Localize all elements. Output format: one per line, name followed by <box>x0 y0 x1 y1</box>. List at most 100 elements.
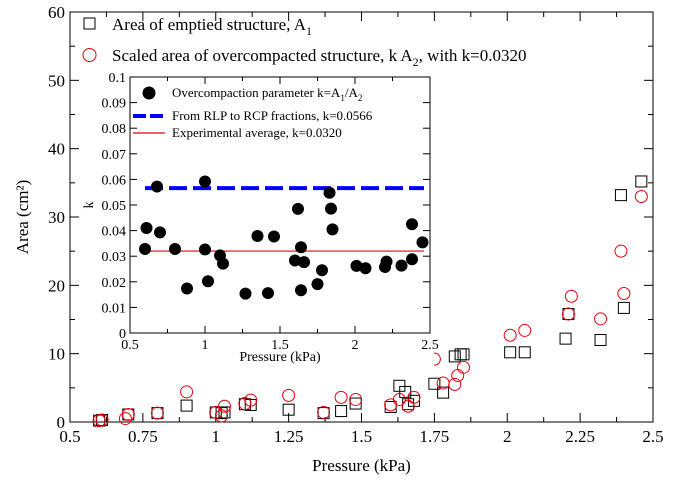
k-data-point <box>350 259 363 272</box>
main-x-tick-label: 1.25 <box>274 427 304 446</box>
inset-chart: 0.5 1 1.5 2 2.5 0 0.01 0.02 0.03 0.04 0.05 0.06 0.07… <box>82 71 439 373</box>
legend-circle-marker <box>82 48 97 62</box>
main-x-tick-label: 2.25 <box>565 427 595 446</box>
circle-marker <box>215 409 229 423</box>
inset-y-tick-label: 0.05 <box>102 199 127 214</box>
inset-y-tick-label: 0.07 <box>102 148 127 163</box>
circle-marker <box>448 377 462 391</box>
square-marker <box>594 334 607 346</box>
square-marker <box>457 348 470 361</box>
inset-y-tick-label: 0.04 <box>102 225 127 240</box>
main-y-tick-label: 0 <box>57 413 66 432</box>
circle-marker <box>617 287 631 301</box>
main-x-tick-label: 2.5 <box>642 427 663 446</box>
circle-marker <box>518 323 532 337</box>
square-marker <box>562 308 575 321</box>
k-data-point <box>406 218 418 231</box>
k-data-point <box>139 243 151 256</box>
inset-y-tick-label: 0.03 <box>102 250 127 265</box>
k-data-point <box>395 259 408 272</box>
circle-marker <box>407 390 421 404</box>
k-data-point <box>199 175 211 188</box>
main-x-axis-label: Pressure (kPa) <box>312 456 411 475</box>
circle-marker <box>634 190 648 203</box>
inset-y-axis-label: k <box>82 202 97 209</box>
circle-marker <box>564 289 578 303</box>
inset-y-tick-label: 0 <box>119 327 126 342</box>
legend-label-text: Scaled area of overcompacted structure, … <box>112 46 413 65</box>
inset-background <box>82 75 434 373</box>
square-marker <box>218 406 231 419</box>
square-marker <box>151 407 164 420</box>
square-marker <box>349 397 362 410</box>
k-data-point <box>295 284 307 297</box>
main-y-tick-label: 50 <box>48 71 65 90</box>
k-data-point <box>140 222 153 235</box>
inset-y-tick-label: 0.06 <box>102 173 127 188</box>
square-marker <box>617 301 630 314</box>
circle-marker <box>614 244 628 258</box>
circle-marker <box>349 392 363 406</box>
circle-marker <box>561 307 575 321</box>
k-data-point <box>323 186 336 199</box>
main-x-tick-label: 1.75 <box>420 427 450 446</box>
inset-legend-text-mid: /A <box>345 85 359 100</box>
k-data-point <box>151 180 163 193</box>
main-x-tick-label: 0.75 <box>128 427 158 446</box>
k-data-point <box>169 243 181 256</box>
circle-marker <box>244 393 258 407</box>
square-marker <box>96 413 109 426</box>
k-data-point <box>380 255 393 268</box>
square-marker <box>428 377 441 390</box>
square-marker <box>635 175 648 188</box>
main-y-tick-label: 10 <box>48 345 65 364</box>
inset-y-tick-label: 0.08 <box>102 122 127 137</box>
circle-marker <box>217 399 231 413</box>
inset-legend-dot <box>142 86 156 100</box>
square-marker <box>437 386 450 399</box>
inset-legend-subscript: 1 <box>340 93 345 103</box>
circle-marker <box>384 398 398 412</box>
legend-square-marker <box>83 17 96 30</box>
inset-y-tick-label: 0.09 <box>102 97 127 112</box>
inset-y-tick-label: 0.01 <box>102 301 127 316</box>
circle-marker <box>118 412 132 426</box>
legend-label-subscript: 1 <box>306 24 312 38</box>
legend-label-text: Area of emptied structure, A <box>112 15 307 34</box>
k-data-point <box>217 257 229 270</box>
k-data-point <box>298 256 310 269</box>
k-data-point <box>416 236 429 249</box>
k-data-point <box>181 282 193 295</box>
square-marker <box>244 398 257 411</box>
k-data-point <box>311 278 324 291</box>
main-x-tick-label: 1.5 <box>351 427 372 446</box>
circle-marker <box>401 399 415 413</box>
k-data-point <box>268 230 280 243</box>
main-y-tick-label: 40 <box>48 140 65 159</box>
legend-label-subscript: 2 <box>413 55 419 69</box>
legend-label: Scaled area of overcompacted structure, … <box>112 46 526 69</box>
square-marker <box>180 399 193 412</box>
inset-y-tick-label: 0.1 <box>109 71 127 86</box>
square-marker <box>518 346 531 359</box>
square-marker <box>614 189 627 202</box>
inset-x-tick-label: 2 <box>352 338 359 353</box>
inset-y-tick-label: 0.02 <box>102 276 127 291</box>
main-y-axis-label: Area (cm²) <box>13 180 32 254</box>
circle-marker <box>317 405 331 419</box>
square-marker <box>282 403 295 416</box>
main-x-tick-label: 2 <box>503 427 512 446</box>
circle-marker <box>150 406 164 420</box>
k-data-point <box>262 287 274 300</box>
k-data-point <box>316 264 328 277</box>
circle-marker <box>95 413 109 427</box>
square-marker <box>559 332 572 345</box>
k-data-point <box>239 287 252 300</box>
main-x-tick-label: 0.5 <box>59 427 80 446</box>
inset-x-axis-label: Pressure (kPa) <box>239 350 321 365</box>
circle-marker <box>121 407 135 421</box>
circle-marker <box>282 388 296 402</box>
main-chart: 0.5 0.75 1 1.25 1.5 1.75 2 2.25 2.50102030405060… <box>13 3 664 475</box>
square-marker <box>335 405 348 418</box>
k-data-point <box>251 229 264 242</box>
